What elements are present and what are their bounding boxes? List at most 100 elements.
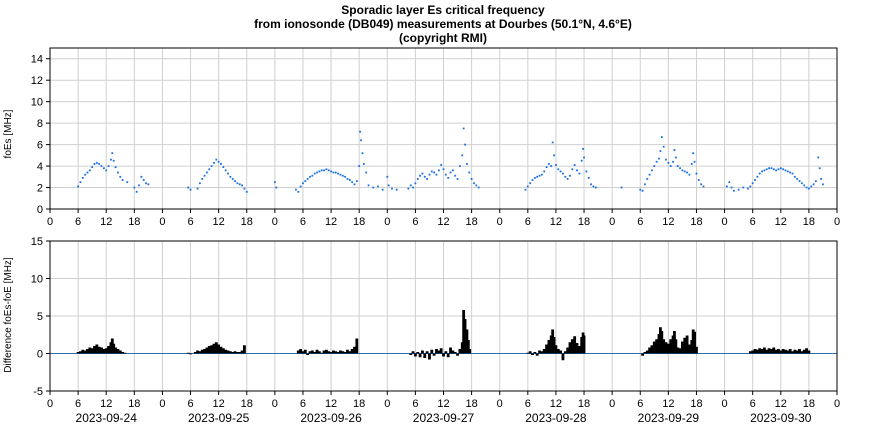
foes-ytick-label: 10 (31, 97, 43, 109)
foes-point (332, 171, 335, 174)
difference-bar (580, 337, 584, 354)
foes-point (651, 169, 653, 172)
foes-point (702, 185, 705, 188)
difference-bar (453, 352, 457, 354)
foes-point (550, 165, 553, 167)
foes-point (733, 189, 735, 192)
foes-point (142, 179, 145, 181)
difference-bar (411, 351, 415, 354)
foes-ylabel: foEs [MHz] (3, 109, 14, 158)
foes-point (524, 188, 527, 191)
difference-bar (193, 352, 197, 354)
foes-point (119, 175, 122, 178)
foes-point (451, 169, 454, 172)
foes-point (245, 190, 248, 193)
difference-xtick-label: 18 (241, 398, 253, 410)
foes-point (297, 190, 300, 193)
foes-axes: 0 2 4 6 8 10 12 14 0 6 12 18 0 6 12 18 0 6 12 18 0 6 12 18 0 6 12 1… (31, 47, 840, 228)
difference-bar (800, 351, 804, 354)
difference-ytick-label: 5 (37, 311, 43, 323)
difference-bar (657, 334, 661, 354)
difference-bar (674, 339, 678, 354)
foes-point (763, 169, 766, 172)
difference-bar (224, 349, 228, 354)
difference-ytick-label: 15 (31, 236, 43, 248)
difference-bar (760, 349, 764, 354)
foes-point (672, 160, 674, 163)
difference-bar (116, 349, 120, 354)
foes-point (88, 169, 91, 172)
foes-point (318, 170, 321, 173)
foes-point (573, 164, 576, 166)
difference-bar (542, 349, 546, 354)
foes-point (421, 172, 424, 175)
difference-bar (549, 335, 553, 354)
foes-point (93, 163, 96, 165)
foes-ytick-label: 14 (31, 54, 43, 66)
foes-point (147, 183, 150, 186)
difference-bar (462, 310, 466, 354)
foes-point (646, 178, 649, 180)
difference-bar (695, 346, 698, 354)
foes-point (229, 175, 232, 178)
foes-point (700, 183, 703, 186)
difference-bar (770, 349, 773, 354)
difference-bar (690, 340, 694, 354)
difference-bar (688, 344, 691, 354)
foes-point (576, 169, 578, 172)
foes-point (295, 188, 297, 191)
foes-point (95, 161, 98, 164)
difference-bar (90, 348, 94, 354)
foes-point (784, 169, 787, 172)
foes-xtick-label: 12 (213, 216, 225, 228)
foes-xtick-label: 6 (300, 216, 306, 228)
foes-point (299, 185, 302, 188)
difference-bar (423, 353, 427, 358)
foes-xtick-label: 6 (187, 216, 193, 228)
difference-bar (788, 349, 792, 354)
foes-point (416, 178, 419, 180)
foes-xtick-label: 12 (437, 216, 449, 228)
difference-bar (648, 347, 652, 354)
foes-xtick-label: 0 (47, 216, 53, 228)
difference-bar (683, 337, 687, 354)
difference-bar (348, 351, 352, 354)
foes-point (203, 174, 206, 177)
foes-point (140, 175, 143, 178)
difference-bar (306, 353, 310, 355)
foes-xtick-label: 18 (465, 216, 477, 228)
foes-point (462, 127, 465, 130)
difference-bar (451, 350, 455, 354)
difference-bar (205, 347, 209, 354)
foes-point (639, 188, 642, 191)
foes-xtick-label: 12 (325, 216, 337, 228)
difference-bar (327, 351, 331, 354)
difference-bar (83, 350, 87, 354)
difference-bar (795, 350, 799, 354)
difference-bar (200, 349, 204, 354)
difference-bar (341, 351, 345, 354)
foes-panel: 0 2 4 6 8 10 12 14 0 6 12 18 0 6 12 18 0 6 12 18 0 6 12 18 0 6 12 1… (3, 47, 840, 228)
foes-point (395, 188, 398, 191)
foes-point (215, 158, 218, 161)
difference-bar (753, 349, 757, 354)
foes-xtick-label: 18 (353, 216, 365, 228)
difference-bar (104, 348, 108, 354)
difference-xtick-label: 12 (550, 398, 562, 410)
difference-bar (545, 344, 548, 354)
foes-point (665, 158, 667, 161)
difference-bar (243, 345, 246, 354)
foes-xtick-label: 18 (128, 216, 140, 228)
difference-xtick-label: 18 (578, 398, 590, 410)
foes-point (592, 185, 595, 188)
foes-grid (49, 48, 838, 210)
foes-xtick-label: 18 (241, 216, 253, 228)
foes-xtick-label: 6 (637, 216, 643, 228)
foes-point (428, 173, 431, 176)
difference-xtick-label: 18 (128, 398, 140, 410)
foes-point (779, 167, 782, 170)
foes-point (199, 182, 201, 185)
difference-ytick-label: -5 (33, 386, 43, 398)
foes-point (531, 179, 534, 181)
foes-point (145, 182, 147, 185)
